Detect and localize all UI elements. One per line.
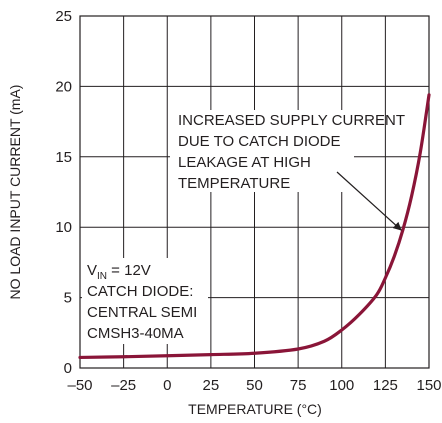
y-axis-label: NO LOAD INPUT CURRENT (mA) (7, 85, 23, 300)
x-axis-label: TEMPERATURE (°C) (188, 401, 322, 417)
y-tick-label: 10 (55, 219, 72, 236)
x-tick-label: –50 (67, 377, 92, 394)
annotation-line: TEMPERATURE (178, 175, 290, 192)
y-tick-labels: 0 5 10 15 20 25 (55, 8, 72, 377)
vin-label: VIN = 12V (87, 262, 151, 282)
y-tick-label: 15 (55, 149, 72, 166)
annotation-conditions: VIN = 12V CATCH DIODE: CENTRAL SEMI CMSH… (82, 258, 208, 344)
x-tick-label: 50 (246, 377, 263, 394)
y-tick-label: 25 (55, 8, 72, 25)
x-tick-label: 150 (416, 377, 441, 394)
x-tick-label: 75 (290, 377, 307, 394)
x-tick-label: 125 (373, 377, 398, 394)
x-tick-label: 25 (203, 377, 220, 394)
plot-frame (79, 15, 430, 369)
x-tick-labels: –50 –25 0 25 50 75 100 125 150 (67, 377, 441, 394)
annotation-leakage: INCREASED SUPPLY CURRENT DUE TO CATCH DI… (170, 110, 405, 231)
annotation-line: LEAKAGE AT HIGH (178, 154, 311, 171)
x-tick-label: 0 (163, 377, 171, 394)
x-tick-label: 100 (329, 377, 354, 394)
x-tick-label: –25 (111, 377, 136, 394)
series-line (78, 93, 431, 360)
annotation-line: DUE TO CATCH DIODE (178, 133, 341, 150)
y-tick-label: 20 (55, 78, 72, 95)
y-tick-label: 0 (64, 360, 72, 377)
annotation-arrow (336, 171, 402, 231)
y-tick-label: 5 (64, 290, 72, 307)
annotation-line: CMSH3-40MA (87, 325, 184, 342)
annotation-line: CENTRAL SEMI (87, 304, 197, 321)
annotation-line: INCREASED SUPPLY CURRENT (178, 112, 405, 129)
annotation-line: CATCH DIODE: (87, 283, 193, 300)
